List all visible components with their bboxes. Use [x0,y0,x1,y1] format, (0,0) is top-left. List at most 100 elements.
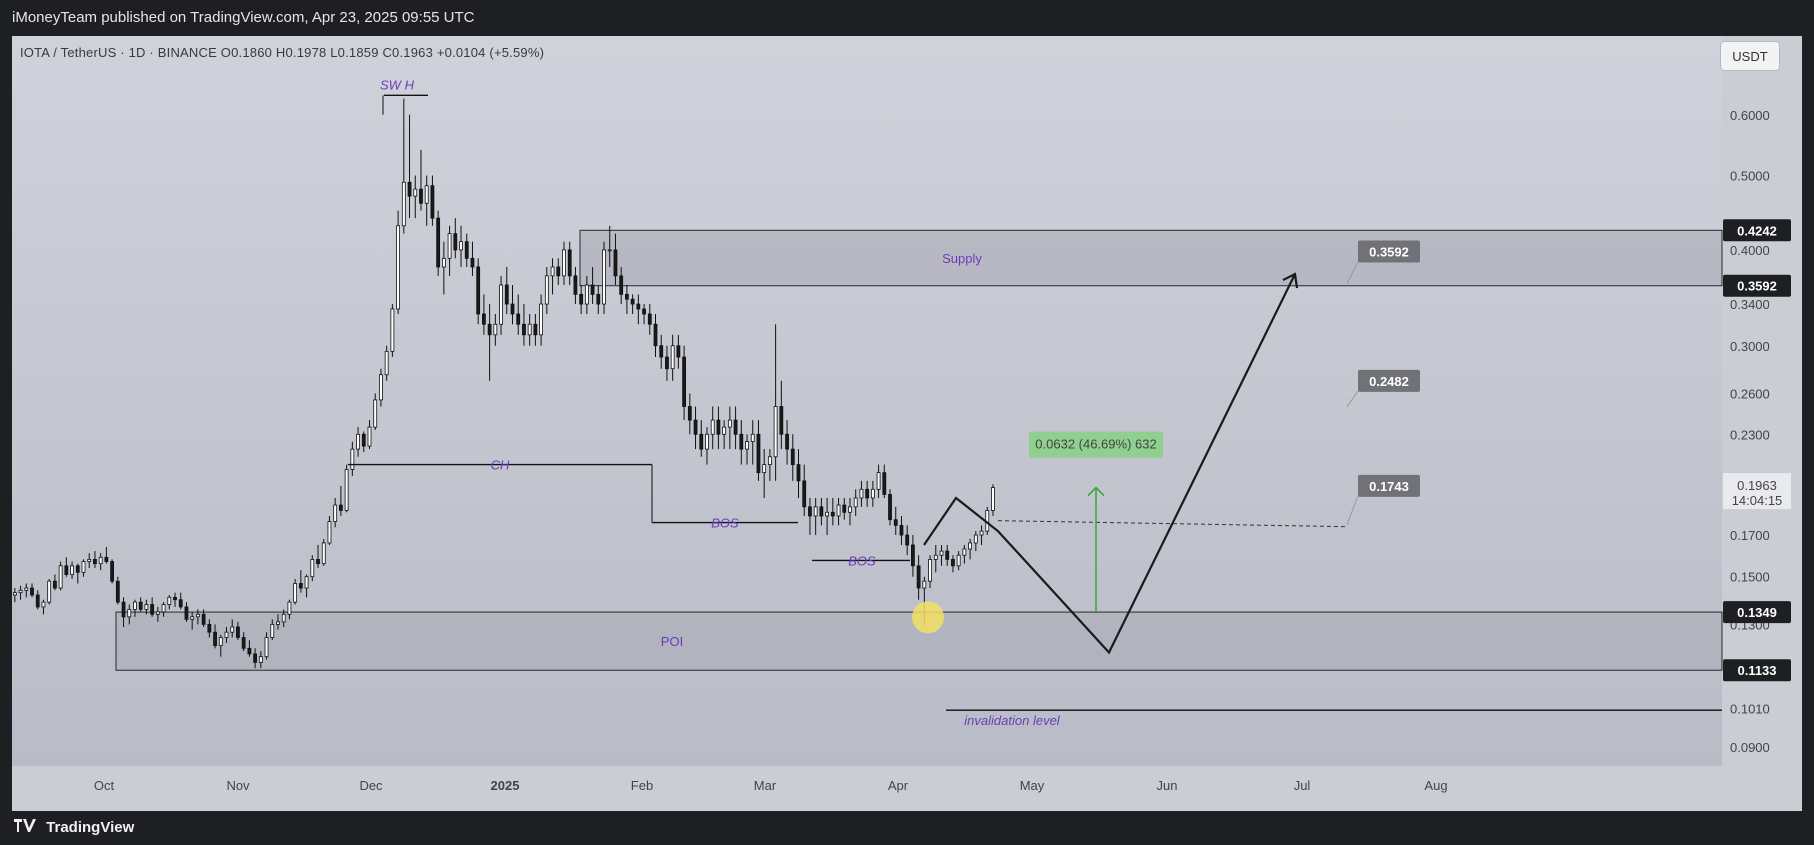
candle-down [504,284,509,305]
candle-down [842,504,847,513]
candle-up [70,565,74,575]
annotation-label-ch: CH [491,458,510,473]
candle-up [401,181,406,227]
publish-header: iMoneyTeam published on TradingView.com,… [0,0,1814,36]
candle-up [281,613,286,623]
callout-leader [1346,495,1359,525]
callout-leader [1346,390,1359,408]
time-axis[interactable] [12,766,1722,811]
time-tick-label: Mar [754,778,777,793]
callout-box [1358,369,1420,392]
candle-up [962,548,967,556]
candle-down [75,565,80,573]
candle-up [127,608,132,618]
candle-down [150,604,155,615]
candle-down [430,185,435,219]
time-tick-label: Jul [1294,778,1311,793]
tradingview-logo-icon[interactable] [14,811,36,845]
candle-down [613,249,618,277]
currency-unit-button[interactable]: USDT [1720,41,1780,71]
candle-down [647,313,652,325]
candlestick-chart[interactable]: Supply POI SW H CH BOS BOS invalidation level… [12,36,1802,811]
candle-down [682,356,686,407]
candle-down [470,257,475,268]
annotation-label-bos: BOS [848,553,876,568]
candle-down [790,448,795,466]
legend-low: L0.1859 [330,45,379,60]
candle-down [785,433,789,450]
dashed-target-line [997,520,1348,528]
candle-up [98,556,103,565]
candle-down [716,419,721,435]
candle-up [939,550,944,556]
price-tick-label: 0.1700 [1730,528,1770,543]
candle-down [899,524,904,536]
measure-label: 0.0632 (46.69%) 632 [1035,437,1156,452]
zone-label-supply: Supply [942,251,982,266]
candle-up [493,323,498,336]
candle-down [579,293,584,305]
candle-up [973,534,978,544]
candle-down [213,631,217,646]
zones-layer: Supply POI [115,229,1723,671]
candle-down [338,504,343,511]
price-axis[interactable] [1722,36,1802,811]
candle-down [911,544,915,567]
candle-up [607,249,612,252]
candle-up [384,350,389,376]
candle-up [773,406,778,458]
candle-up [602,249,606,305]
candle-up [441,257,446,268]
candle-down [659,345,664,358]
candle-up [762,464,767,474]
candle-up [333,504,338,522]
candle-down [888,494,892,521]
candle-up [527,323,532,336]
candle-up [367,426,372,447]
candle-up [167,596,172,605]
candle-down [516,313,521,325]
candle-down [464,241,469,259]
candle-down [590,284,595,295]
candle-up [41,601,46,608]
legend-symbol: IOTA / TetherUS · 1D · BINANCE [20,45,217,60]
footer-brand[interactable]: TradingView [46,819,135,836]
candle-up [768,456,772,466]
candle-up [287,601,292,615]
candle-up [859,488,864,499]
candle-up [705,433,709,450]
candle-up [327,521,332,544]
candle-down [453,233,458,251]
time-tick-label: Feb [631,778,653,793]
price-tick-label: 0.0900 [1730,740,1770,755]
candle-up [499,284,503,325]
candles-layer [12,98,995,669]
candle-up [18,589,23,594]
legend-high: H0.1978 [275,45,327,60]
candle-down [665,356,669,370]
candle-down [522,323,526,336]
candle-down [115,580,120,603]
time-tick-label: 2025 [491,778,520,793]
callout-label: 0.2482 [1369,374,1409,389]
candle-down [756,433,761,474]
candle-down [110,561,114,582]
candle-up [264,637,269,658]
candle-up [356,433,360,450]
candle-down [882,472,887,495]
time-tick-label: May [1020,778,1045,793]
price-tag-label: 0.1133 [1737,663,1776,678]
candle-up [447,233,452,259]
candle-up [230,626,235,633]
time-tick-label: Nov [226,778,250,793]
price-tick-label: 0.2300 [1730,427,1770,442]
candle-up [876,472,881,490]
candle-down [93,559,97,565]
time-tick-label: Aug [1424,778,1447,793]
candle-down [893,519,898,526]
price-tick-label: 0.2600 [1730,386,1770,401]
candle-down [636,303,641,310]
candle-down [30,587,34,596]
price-tick-label: 0.1010 [1730,702,1770,717]
measure-box [1029,431,1163,458]
